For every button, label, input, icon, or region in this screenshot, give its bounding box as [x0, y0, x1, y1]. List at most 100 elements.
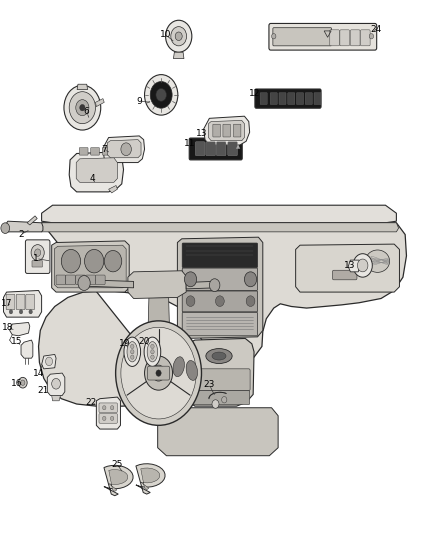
Text: 2: 2	[18, 230, 24, 239]
Polygon shape	[96, 397, 120, 429]
Text: 22: 22	[85, 398, 97, 407]
FancyBboxPatch shape	[148, 366, 170, 380]
FancyBboxPatch shape	[6, 294, 15, 310]
Polygon shape	[21, 340, 33, 358]
Polygon shape	[184, 338, 254, 406]
Polygon shape	[204, 116, 250, 145]
FancyBboxPatch shape	[330, 30, 339, 46]
Polygon shape	[104, 465, 133, 496]
Ellipse shape	[212, 352, 226, 360]
FancyBboxPatch shape	[279, 93, 286, 104]
Ellipse shape	[173, 357, 184, 377]
Circle shape	[209, 279, 220, 292]
Text: 10: 10	[160, 30, 171, 39]
Text: 17: 17	[1, 300, 12, 308]
Ellipse shape	[365, 250, 390, 272]
Circle shape	[78, 276, 90, 290]
FancyBboxPatch shape	[340, 30, 350, 46]
Polygon shape	[348, 260, 360, 272]
Circle shape	[1, 223, 10, 233]
Text: 9: 9	[136, 97, 142, 106]
Polygon shape	[296, 244, 399, 292]
Circle shape	[244, 272, 257, 287]
Circle shape	[131, 350, 134, 354]
Circle shape	[110, 416, 114, 421]
Circle shape	[76, 100, 89, 116]
Text: 13: 13	[196, 129, 207, 138]
Polygon shape	[47, 373, 65, 395]
Polygon shape	[148, 297, 170, 345]
Circle shape	[61, 249, 81, 273]
Circle shape	[121, 327, 196, 419]
Circle shape	[272, 34, 276, 39]
FancyBboxPatch shape	[189, 138, 242, 160]
Circle shape	[151, 344, 154, 349]
Polygon shape	[42, 354, 56, 369]
Text: 12: 12	[249, 89, 261, 98]
FancyBboxPatch shape	[288, 93, 295, 104]
FancyBboxPatch shape	[260, 93, 267, 104]
FancyBboxPatch shape	[182, 291, 258, 312]
Polygon shape	[109, 185, 117, 193]
Circle shape	[186, 296, 195, 306]
FancyBboxPatch shape	[269, 23, 377, 50]
FancyBboxPatch shape	[270, 93, 277, 104]
Polygon shape	[4, 290, 42, 317]
Circle shape	[175, 32, 182, 41]
Text: 20: 20	[139, 337, 150, 345]
FancyBboxPatch shape	[25, 240, 50, 273]
Polygon shape	[52, 395, 60, 401]
Text: 4: 4	[89, 174, 95, 183]
Polygon shape	[69, 152, 124, 192]
FancyBboxPatch shape	[314, 93, 321, 104]
Polygon shape	[39, 223, 399, 232]
Circle shape	[150, 82, 172, 108]
Circle shape	[152, 365, 165, 381]
Polygon shape	[141, 468, 160, 490]
Circle shape	[21, 380, 25, 385]
FancyBboxPatch shape	[350, 30, 360, 46]
FancyBboxPatch shape	[360, 30, 370, 46]
Text: 7: 7	[101, 145, 107, 154]
Circle shape	[151, 350, 154, 354]
Circle shape	[9, 310, 13, 314]
Ellipse shape	[183, 356, 201, 385]
Ellipse shape	[127, 342, 138, 362]
Circle shape	[369, 34, 374, 39]
Polygon shape	[95, 99, 104, 107]
Text: 18: 18	[2, 324, 14, 332]
Polygon shape	[208, 120, 244, 141]
Text: 13: 13	[344, 261, 355, 270]
Ellipse shape	[186, 360, 198, 381]
FancyBboxPatch shape	[99, 403, 117, 413]
FancyBboxPatch shape	[91, 148, 99, 155]
Text: ▲: ▲	[236, 144, 240, 150]
Polygon shape	[39, 223, 406, 406]
Circle shape	[18, 377, 27, 388]
FancyBboxPatch shape	[305, 93, 312, 104]
Polygon shape	[173, 52, 184, 59]
Circle shape	[80, 104, 85, 111]
Circle shape	[110, 406, 114, 410]
Circle shape	[222, 397, 227, 403]
Polygon shape	[136, 464, 165, 494]
Polygon shape	[27, 216, 37, 225]
Circle shape	[102, 416, 106, 421]
Polygon shape	[158, 408, 278, 456]
FancyBboxPatch shape	[297, 93, 304, 104]
Circle shape	[171, 27, 187, 46]
Circle shape	[31, 245, 44, 261]
Circle shape	[121, 143, 131, 156]
Polygon shape	[77, 84, 88, 90]
FancyBboxPatch shape	[86, 275, 95, 285]
Polygon shape	[109, 470, 128, 491]
Polygon shape	[85, 280, 134, 288]
FancyBboxPatch shape	[56, 275, 66, 285]
FancyBboxPatch shape	[206, 142, 215, 156]
Text: 1: 1	[33, 254, 39, 263]
Polygon shape	[107, 140, 141, 158]
Text: 15: 15	[11, 337, 22, 345]
Circle shape	[116, 321, 201, 425]
Text: 14: 14	[33, 369, 44, 377]
Ellipse shape	[206, 349, 232, 364]
